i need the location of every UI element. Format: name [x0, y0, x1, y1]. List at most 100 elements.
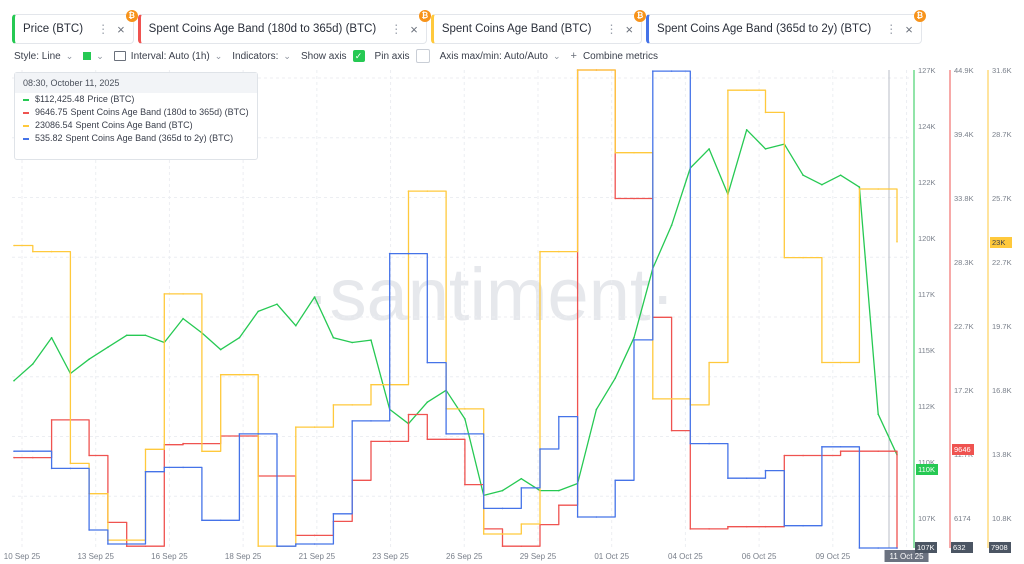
data-point: [839, 450, 842, 453]
bitcoin-icon: ₿: [125, 10, 138, 22]
more-icon[interactable]: ⋮: [605, 22, 618, 36]
tooltip-row: 9646.75 Spent Coins Age Band (180d to 36…: [15, 106, 257, 119]
data-point: [633, 336, 635, 339]
data-point: [163, 293, 166, 295]
style-dropdown[interactable]: Style: Line ⌄: [14, 51, 73, 62]
more-icon[interactable]: ⋮: [885, 22, 898, 36]
combine-metrics-button[interactable]: + Combine metrics: [571, 50, 658, 62]
tab-price[interactable]: Price (BTC) ⋮ × ₿: [12, 10, 138, 44]
data-point: [201, 519, 203, 522]
data-point: [32, 363, 34, 365]
pin-axis-checkbox[interactable]: [415, 49, 430, 63]
data-point: [558, 250, 560, 253]
data-point: [614, 197, 616, 200]
data-point: [745, 129, 748, 131]
close-icon[interactable]: ×: [905, 21, 913, 37]
data-point: [520, 545, 523, 547]
data-point: [727, 477, 729, 480]
data-point: [13, 379, 15, 382]
data-point: [764, 469, 767, 472]
data-point: [764, 148, 767, 150]
data-point: [783, 256, 786, 259]
y-tick-label: 122K: [918, 178, 936, 187]
watermark: ·santiment·: [305, 253, 675, 336]
data-point: [482, 507, 485, 510]
data-point: [670, 429, 673, 432]
data-point: [501, 545, 504, 547]
tab-spent-coins-180d-365d[interactable]: Spent Coins Age Band (180d to 365d) (BTC…: [137, 10, 431, 44]
data-point: [332, 513, 335, 515]
data-point: [727, 525, 729, 528]
pin-axis-toggle[interactable]: Pin axis: [375, 49, 430, 63]
data-point: [13, 450, 15, 453]
more-icon[interactable]: ⋮: [97, 22, 110, 36]
indicators-label: Indicators:: [232, 50, 279, 62]
data-point: [125, 543, 128, 545]
series-line: [13, 129, 898, 497]
tooltip-value: 9646.75: [35, 107, 68, 117]
close-icon[interactable]: ×: [117, 21, 125, 37]
close-icon[interactable]: ×: [625, 21, 634, 37]
data-point: [426, 190, 429, 192]
data-point: [633, 197, 635, 200]
close-icon[interactable]: ×: [410, 21, 418, 37]
axis-minmax-label: Axis max/min: Auto/Auto: [439, 50, 548, 62]
data-point: [539, 448, 541, 450]
data-point: [351, 404, 354, 406]
tab-spent-coins-365d-2y[interactable]: Spent Coins Age Band (365d to 2y) (BTC) …: [646, 10, 926, 44]
y-axis-current-label: 23K: [992, 238, 1005, 247]
data-point: [764, 111, 767, 114]
color-picker[interactable]: ⌄: [83, 51, 104, 62]
series-swatch: [23, 111, 29, 114]
data-point: [107, 543, 109, 545]
data-point: [802, 524, 804, 527]
data-point: [69, 462, 72, 465]
data-point: [896, 547, 898, 549]
data-point: [821, 361, 823, 364]
y-axis-min-label: 107K: [917, 543, 935, 552]
tooltip-value: 23086.54: [35, 120, 73, 130]
interval-dropdown[interactable]: Interval: Auto (1h) ⌄: [113, 51, 222, 62]
y-tick-label: 28.3K: [954, 258, 974, 267]
data-point: [821, 446, 823, 448]
tooltip-series-name: Spent Coins Age Band (180d to 365d) (BTC…: [70, 107, 249, 117]
axis-minmax-dropdown[interactable]: Axis max/min: Auto/Auto ⌄: [440, 51, 561, 62]
y-axis-min-badge: [915, 542, 937, 553]
data-point: [257, 545, 260, 547]
data-point: [877, 450, 879, 453]
data-point: [501, 507, 504, 510]
y-axis-min-label: 632: [953, 543, 966, 552]
show-axis-label: Show axis: [300, 50, 347, 62]
data-point: [501, 533, 504, 535]
data-point: [426, 361, 429, 364]
data-point: [614, 151, 616, 154]
data-point: [32, 250, 34, 253]
data-point: [558, 504, 560, 507]
data-point: [558, 489, 560, 492]
show-axis-toggle[interactable]: Show axis ✓: [301, 50, 365, 62]
indicators-dropdown[interactable]: Indicators: ⌄: [232, 51, 291, 62]
more-icon[interactable]: ⋮: [390, 22, 403, 36]
checkmark-icon[interactable]: ✓: [352, 50, 365, 62]
data-point: [576, 69, 579, 71]
chart-toolbar: Style: Line ⌄ ⌄ Interval: Auto (1h) ⌄ In…: [14, 49, 668, 63]
x-tick-label: 01 Oct 25: [594, 552, 629, 561]
y-axis-min-badge: [989, 542, 1011, 553]
data-point: [633, 151, 635, 154]
y-tick-label: 6174: [954, 514, 971, 523]
data-point: [88, 529, 90, 531]
y-tick-label: 107K: [918, 514, 936, 523]
y-axis-current-label: 110K: [918, 465, 935, 474]
tab-spent-coins[interactable]: Spent Coins Age Band (BTC) ⋮ × ₿: [430, 10, 647, 44]
data-point: [351, 420, 354, 422]
data-point: [313, 534, 316, 537]
data-point: [464, 433, 466, 435]
data-point: [351, 341, 354, 344]
data-point: [257, 433, 260, 435]
data-point: [370, 420, 372, 422]
y-axis-current-badge: [952, 444, 974, 455]
y-axis-current-badge: [990, 237, 1012, 248]
data-point: [32, 456, 34, 459]
data-point: [88, 454, 90, 457]
